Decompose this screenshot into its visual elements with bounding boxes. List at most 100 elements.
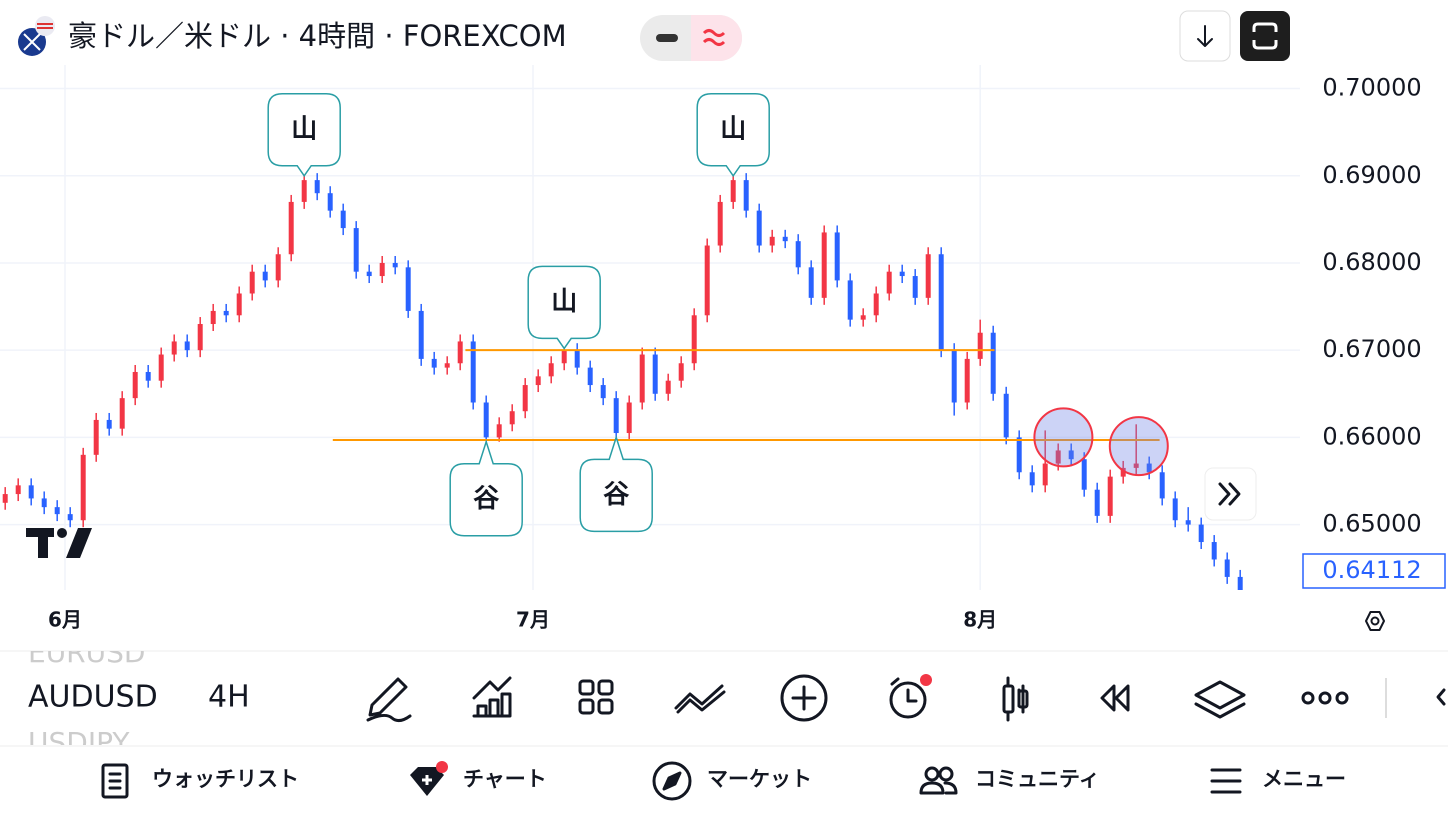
nav-chart[interactable]: チャート [463,767,547,791]
candle-body [535,376,541,386]
nav-menu[interactable]: メニュー [1262,767,1346,791]
toolbar-icons[interactable] [366,674,1446,723]
tradingview-logo [26,528,92,558]
symbol[interactable]: AUDUSD [28,680,158,715]
candle-body [353,228,359,272]
candle-body [223,310,229,316]
candle-body [444,363,450,368]
candle-body [1055,450,1061,464]
candle-body [977,332,983,359]
candle-body [509,411,515,425]
candle-body [470,341,476,403]
candle-body [964,358,970,403]
candle-body [730,180,736,202]
candle-body [67,514,73,521]
candle-body [795,241,801,268]
settings-icon[interactable] [1365,611,1385,631]
callout-text: 谷 [603,480,630,510]
candle-body [1120,467,1126,477]
candle-body [405,267,411,311]
candle-body [1172,498,1178,521]
candle-body [1133,463,1139,468]
candle-body [1159,472,1165,499]
candle-body [834,232,840,281]
callout [527,265,601,350]
candle-body [132,371,138,399]
candle-body [873,293,879,316]
y-tick-label: 0.70000 [1322,74,1421,102]
callout-text: 山 [291,114,317,144]
candle-body [561,350,567,364]
candle-body [1016,437,1022,473]
candle-body [158,354,164,381]
candle-body [600,385,606,399]
candle-body [379,262,385,277]
x-tick-label: 8月 [963,608,997,632]
nav-community[interactable]: コミュニティ [975,767,1100,791]
candle-body [54,507,60,515]
candle-body [288,201,294,255]
candle-body [574,350,580,368]
candle-body [665,380,671,394]
chart-title: 豪ドル／米ドル · 4時間 · FOREXCOM [68,19,567,53]
candle-body [717,201,723,246]
candle-body [2,494,8,503]
candle-body [106,419,112,429]
callout-text: 谷 [473,484,500,514]
candle-body [1094,489,1100,516]
candle-body [1068,450,1074,460]
candle-body [93,419,99,455]
candle-body [431,358,437,368]
download-button[interactable] [1179,10,1231,62]
callout-text: 山 [551,287,577,317]
last-price-label: 0.64112 [1322,556,1421,584]
candle-body [548,363,554,377]
symbol-next[interactable]: USDJPY [28,726,130,759]
candle-body [782,236,788,242]
callout [579,434,653,533]
interval[interactable]: 4H [208,680,250,715]
candle-body [860,315,866,320]
candle-body [639,354,645,403]
candle-body [951,350,957,403]
symbol-prev[interactable]: EURUSD [28,636,145,669]
candle-body [1224,559,1230,577]
candle-body [145,371,151,381]
callout [449,439,523,537]
candle-body [1185,520,1191,525]
candle-body [210,310,216,325]
candle-body [691,315,697,364]
candle-body [327,193,333,211]
flag-icon [18,16,55,56]
fullscreen-button[interactable] [1240,11,1290,61]
candle-body [938,254,944,351]
candle-body [457,341,463,364]
candle-body [912,276,918,298]
highlight-circle [1033,407,1094,468]
status-pill [640,15,742,61]
highlight-circle [1108,416,1169,477]
nav-watchlist[interactable]: ウォッチリスト [152,767,299,791]
candle-body [366,271,372,277]
candle-body [275,254,281,281]
candle-body [249,271,255,294]
scroll-right-button[interactable] [1204,467,1257,521]
nav-icons[interactable] [101,761,1242,801]
candle-body [41,498,47,508]
candle-body [847,280,853,320]
nav-market[interactable]: マーケット [707,767,812,791]
candle-body [886,271,892,294]
y-tick-label: 0.65000 [1322,510,1421,538]
candle-body [483,402,489,438]
candle-body [197,324,203,351]
y-tick-label: 0.67000 [1322,335,1421,363]
candle-body [990,332,996,394]
candle-body [1081,459,1087,490]
candle-body [1029,472,1035,486]
candle-body [340,210,346,229]
candle-body [678,363,684,381]
candle-body [925,254,931,298]
candle-body [899,271,905,277]
